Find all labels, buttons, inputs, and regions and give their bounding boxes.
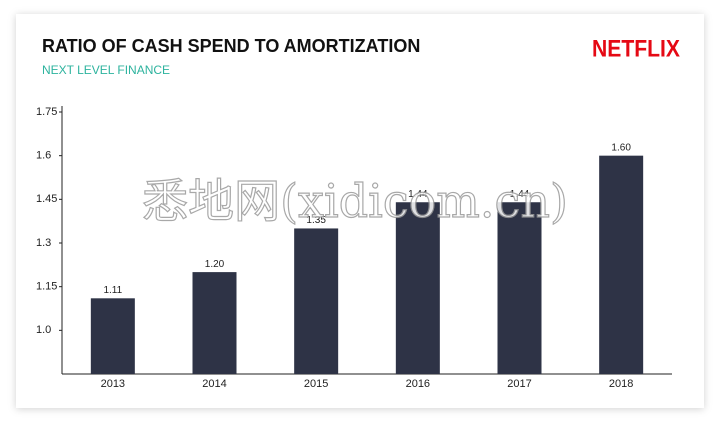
x-tick-label: 2015 — [304, 378, 328, 390]
x-tick-label: 2013 — [101, 378, 125, 390]
chart-title: RATIO OF CASH SPEND TO AMORTIZATION — [42, 36, 420, 56]
x-tick-label: 2014 — [202, 378, 226, 390]
bar — [395, 202, 440, 374]
value-label: 1.60 — [611, 142, 631, 153]
bar — [599, 155, 644, 374]
watermark: 悉地网(xidicom.cn) — [142, 174, 568, 228]
y-tick-label: 1.6 — [36, 150, 51, 162]
value-label: 1.44 — [510, 189, 530, 200]
value-label: 1.11 — [103, 285, 122, 296]
bar — [294, 228, 339, 374]
bar — [192, 272, 237, 374]
bar — [90, 298, 135, 374]
x-tick-label: 2018 — [609, 378, 633, 390]
chart-subtitle: NEXT LEVEL FINANCE — [42, 63, 170, 77]
bar — [497, 202, 542, 374]
value-label: 1.44 — [408, 189, 428, 200]
y-tick-label: 1.3 — [36, 237, 51, 249]
x-tick-label: 2016 — [406, 378, 430, 390]
value-label: 1.20 — [205, 259, 225, 270]
y-tick-label: 1.75 — [36, 106, 57, 118]
y-tick-label: 1.0 — [36, 324, 51, 336]
y-tick-label: 1.45 — [36, 193, 57, 205]
y-tick-label: 1.15 — [36, 281, 57, 293]
value-label: 1.35 — [306, 215, 326, 226]
logo: NETFLIX — [592, 35, 680, 62]
x-tick-label: 2017 — [507, 378, 531, 390]
